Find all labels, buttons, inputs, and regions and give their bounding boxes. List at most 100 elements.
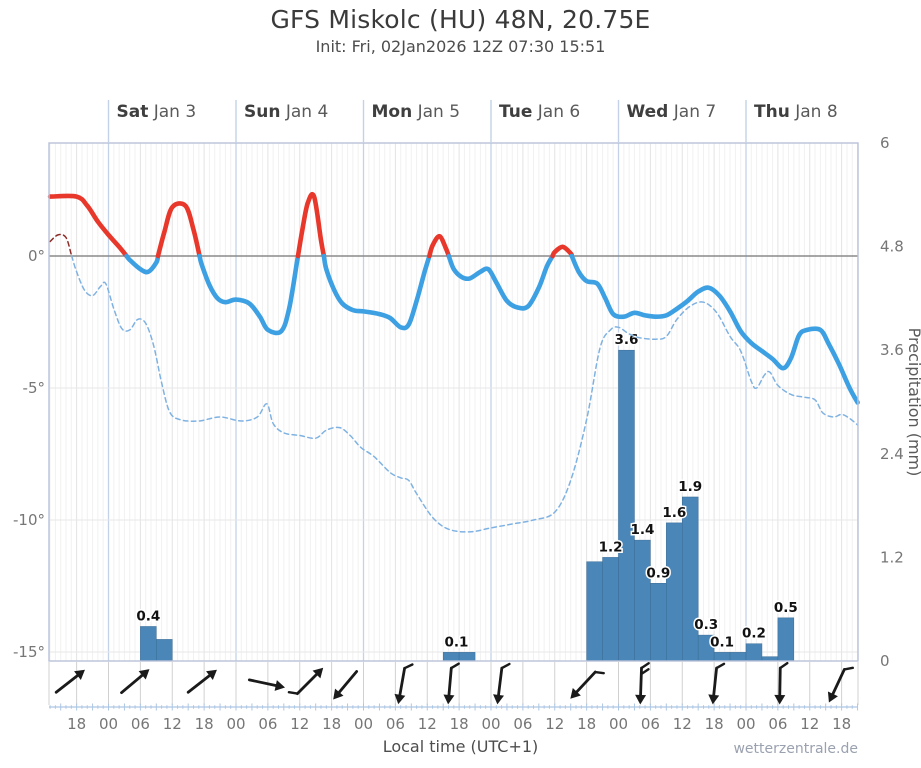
x-tick-label: 12 xyxy=(163,715,182,733)
x-tick-label: 00 xyxy=(99,715,118,733)
day-label: Tue Jan 6 xyxy=(499,102,580,122)
precip-bar xyxy=(682,496,699,662)
hour-gridlines xyxy=(49,143,859,661)
precip-bar xyxy=(713,652,731,662)
precip-value-label: 0.2 xyxy=(742,626,766,642)
wind-strip xyxy=(48,662,859,705)
precip-tick-label: 0 xyxy=(880,652,890,670)
wind-arrow-icon xyxy=(54,669,85,694)
precip-bar xyxy=(586,561,603,662)
precip-value-label: 0.4 xyxy=(136,608,160,624)
day-label: Sat Jan 3 xyxy=(117,102,197,122)
x-tick-label: 06 xyxy=(513,715,532,733)
x-tick-label: 18 xyxy=(705,715,724,733)
temp-tick-label: -15° xyxy=(13,643,45,661)
precip-bar xyxy=(140,626,157,662)
x-tick-label: 12 xyxy=(800,715,819,733)
wind-arrow-icon xyxy=(708,662,726,705)
x-tick-label: 18 xyxy=(577,715,596,733)
x-tick-label: 06 xyxy=(386,715,405,733)
temp-tick-label: -10° xyxy=(13,511,45,529)
precip-bar xyxy=(729,652,747,662)
plot-border xyxy=(48,142,859,662)
hour-ruler xyxy=(49,703,859,711)
x-tick-label: 00 xyxy=(354,715,373,733)
day-label: Sun Jan 4 xyxy=(244,102,328,122)
wind-arrow-icon xyxy=(247,678,286,691)
wind-arrow-icon xyxy=(774,661,789,705)
precip-value-label: 1.4 xyxy=(630,522,654,538)
precip-bar xyxy=(634,539,651,662)
day-label: Thu Jan 8 xyxy=(754,102,838,122)
x-tick-label: 18 xyxy=(195,715,214,733)
precip-value-label: 0.1 xyxy=(445,634,469,650)
precip-bar xyxy=(666,522,683,662)
temperature-gridlines xyxy=(49,387,858,653)
x-tick-label: 06 xyxy=(768,715,787,733)
precipitation-bar-labels: 0.40.11.23.61.40.91.61.90.30.10.20.5 xyxy=(135,331,799,652)
precip-bar xyxy=(777,617,795,662)
x-tick-label: 12 xyxy=(545,715,564,733)
x-tick-label: 00 xyxy=(226,715,245,733)
wind-arrow-icon xyxy=(443,662,460,705)
chart-title: GFS Miskolc (HU) 48N, 20.75E xyxy=(270,5,651,34)
chart-subtitle: Init: Fri, 02Jan2026 12Z 07:30 15:51 xyxy=(315,37,606,56)
wind-arrows xyxy=(54,661,854,705)
precip-value-label: 0.3 xyxy=(694,617,718,633)
precip-tick-label: 6 xyxy=(880,134,890,152)
watermark: wetterzentrale.de xyxy=(733,741,858,757)
precip-tick-label: 4.8 xyxy=(880,238,904,256)
precip-value-label: 1.2 xyxy=(599,539,623,555)
precip-bar xyxy=(650,583,667,662)
precip-value-label: 0.5 xyxy=(774,600,798,616)
wind-arrow-icon xyxy=(287,667,324,696)
x-tick-label: 18 xyxy=(67,715,86,733)
x-axis-title: Local time (UTC+1) xyxy=(382,737,539,756)
x-tick-label: 18 xyxy=(832,715,851,733)
wind-arrow-icon xyxy=(394,663,414,705)
day-label: Mon Jan 5 xyxy=(372,102,461,122)
temp-tick-label: -5° xyxy=(23,379,45,397)
dew-point-line xyxy=(49,233,859,533)
wind-arrow-icon xyxy=(333,670,359,700)
x-tick-label: 00 xyxy=(481,715,500,733)
temp-tick-label: 0° xyxy=(28,247,45,265)
day-label: Wed Jan 7 xyxy=(627,102,717,122)
wind-arrow-icon xyxy=(635,662,650,705)
precip-bar xyxy=(156,639,173,662)
precip-bar xyxy=(745,643,763,662)
precipitation-tick-labels: 0 1.2 2.4 3.6 4.8 6 xyxy=(880,134,904,670)
wind-arrow-icon xyxy=(827,666,854,703)
precip-bar xyxy=(602,557,619,662)
x-tick-label: 06 xyxy=(131,715,150,733)
day-header: Sat Jan 3 Sun Jan 4 Mon Jan 5 Tue Jan 6 Wed … xyxy=(107,100,838,143)
precip-tick-label: 2.4 xyxy=(880,445,904,463)
precip-value-label: 3.6 xyxy=(615,332,639,348)
wind-arrow-icon xyxy=(120,669,150,695)
precip-bar xyxy=(442,652,460,662)
x-tick-label: 12 xyxy=(418,715,437,733)
precip-bar xyxy=(458,652,476,662)
wind-arrow-icon xyxy=(570,670,605,699)
x-tick-label: 00 xyxy=(609,715,628,733)
x-tick-label: 12 xyxy=(290,715,309,733)
precip-bar xyxy=(618,349,635,662)
temperature-line xyxy=(47,191,860,405)
temperature-tick-labels: 0° -5° -10° -15° xyxy=(13,247,45,661)
precip-value-label: 0.1 xyxy=(710,634,734,650)
x-tick-label: 06 xyxy=(641,715,660,733)
precip-value-label: 1.6 xyxy=(662,505,686,521)
x-tick-label: 18 xyxy=(450,715,469,733)
precipitation-bars xyxy=(140,349,795,662)
precip-axis-title-group: Precipitation (mm) xyxy=(905,328,921,477)
precip-value-label: 0.9 xyxy=(646,565,670,581)
x-tick-labels: 18 00 06 12 18 00 06 12 18 00 06 12 18 00 06 12 18 00 06 12… xyxy=(67,715,851,733)
wind-arrow-icon xyxy=(186,669,217,694)
wind-arrow-icon xyxy=(493,662,511,705)
precip-tick-label: 1.2 xyxy=(880,548,904,566)
x-tick-label: 12 xyxy=(673,715,692,733)
x-tick-label: 18 xyxy=(322,715,341,733)
precip-tick-label: 3.6 xyxy=(880,341,904,359)
x-tick-label: 00 xyxy=(736,715,755,733)
